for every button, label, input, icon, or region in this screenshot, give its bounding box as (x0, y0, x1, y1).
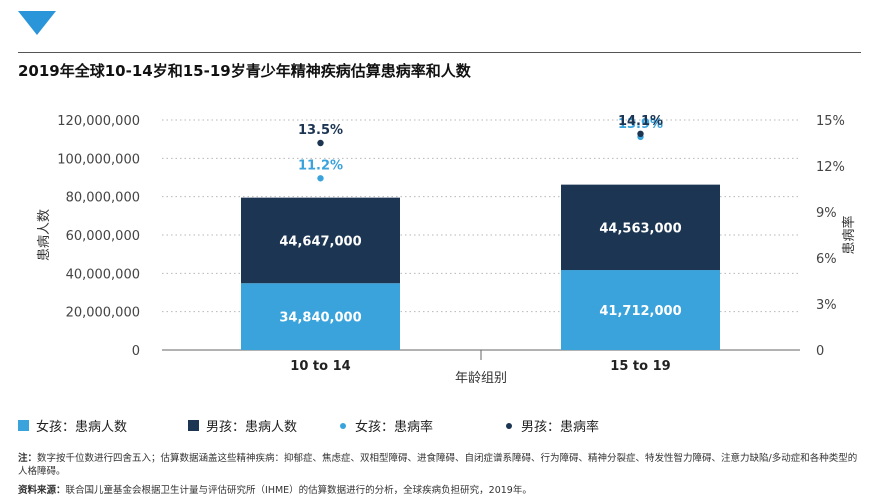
legend-label-boys-rate: 男孩：患病率 (521, 420, 600, 435)
source-label: 资料来源： (18, 485, 66, 496)
y2-tick-label: 12% (816, 160, 845, 175)
y2-tick-label: 6% (816, 252, 837, 267)
legend-label-girls-count: 女孩：患病人数 (36, 420, 128, 435)
girls-rate-marker (340, 422, 346, 429)
chart-title: 2019年全球10-14岁和15-19岁青少年精神疾病估算患病率和人数 (18, 62, 471, 80)
boys-rate-label: 14.1% (618, 114, 663, 129)
boys-rate-marker (506, 422, 512, 429)
y2-tick-label: 0 (816, 344, 824, 359)
legend-item-girls-rate: 女孩：患病率 (340, 416, 433, 435)
footnote: 注：数字按千位数进行四舍五入；估算数据涵盖这些精神疾病：抑郁症、焦虑症、双相型障… (18, 452, 858, 478)
boys-rate-point (637, 130, 644, 137)
y-tick-label: 60,000,000 (66, 229, 140, 244)
girls-rate-point (317, 175, 324, 182)
bar-label-boys: 44,647,000 (279, 234, 361, 249)
y-axis-title: 患病人数 (37, 209, 52, 261)
x-tick-label: 10 to 14 (290, 359, 350, 374)
footnote-text: 数字按千位数进行四舍五入；估算数据涵盖这些精神疾病：抑郁症、焦虑症、双相型障碍、… (18, 453, 858, 477)
bar-label-boys: 44,563,000 (599, 221, 681, 236)
bar-girls-count (561, 270, 720, 350)
bar-label-girls: 34,840,000 (279, 311, 361, 326)
y2-tick-label: 15% (816, 114, 845, 129)
triangle-logo-icon (18, 11, 56, 35)
y2-tick-label: 3% (816, 298, 837, 313)
x-axis-title: 年龄组别 (455, 371, 507, 386)
bar-boys-count (561, 184, 720, 271)
boys-rate-point (317, 139, 324, 147)
y-tick-label: 0 (132, 344, 140, 359)
legend: 女孩：患病人数 男孩：患病人数 女孩：患病率 男孩：患病率 (18, 416, 858, 435)
girls-count-swatch (18, 420, 29, 431)
y2-tick-label: 9% (816, 206, 837, 221)
girls-rate-label: 13.9% (618, 117, 663, 132)
boys-count-swatch (188, 420, 199, 431)
x-tick-label: 15 to 19 (610, 359, 670, 374)
footnote-label: 注： (18, 453, 38, 464)
legend-label-girls-rate: 女孩：患病率 (355, 420, 434, 435)
legend-item-boys-count: 男孩：患病人数 (188, 416, 297, 435)
bar-label-girls: 41,712,000 (599, 304, 681, 319)
legend-label-boys-count: 男孩：患病人数 (206, 420, 298, 435)
legend-item-boys-rate: 男孩：患病率 (506, 416, 599, 435)
source-note: 资料来源：联合国儿童基金会根据卫生计量与评估研究所（IHME）的估算数据进行的分… (18, 484, 858, 497)
y-tick-label: 100,000,000 (57, 152, 140, 167)
y-tick-label: 40,000,000 (66, 267, 140, 282)
boys-rate-label: 13.5% (298, 123, 343, 138)
y-tick-label: 80,000,000 (66, 191, 140, 206)
y2-axis-title: 患病率 (841, 215, 857, 254)
legend-item-girls-count: 女孩：患病人数 (18, 416, 127, 435)
y-tick-label: 20,000,000 (66, 306, 140, 321)
source-text: 联合国儿童基金会根据卫生计量与评估研究所（IHME）的估算数据进行的分析，全球疾… (65, 485, 532, 496)
header-rule (18, 52, 861, 53)
y-tick-label: 120,000,000 (57, 114, 140, 129)
chart: 0 20,000,000 40,000,000 60,000,000 80,000,00… (37, 114, 857, 386)
bar-girls-count (241, 283, 400, 350)
girls-rate-label: 11.2% (298, 158, 343, 173)
bar-boys-count (241, 197, 400, 284)
